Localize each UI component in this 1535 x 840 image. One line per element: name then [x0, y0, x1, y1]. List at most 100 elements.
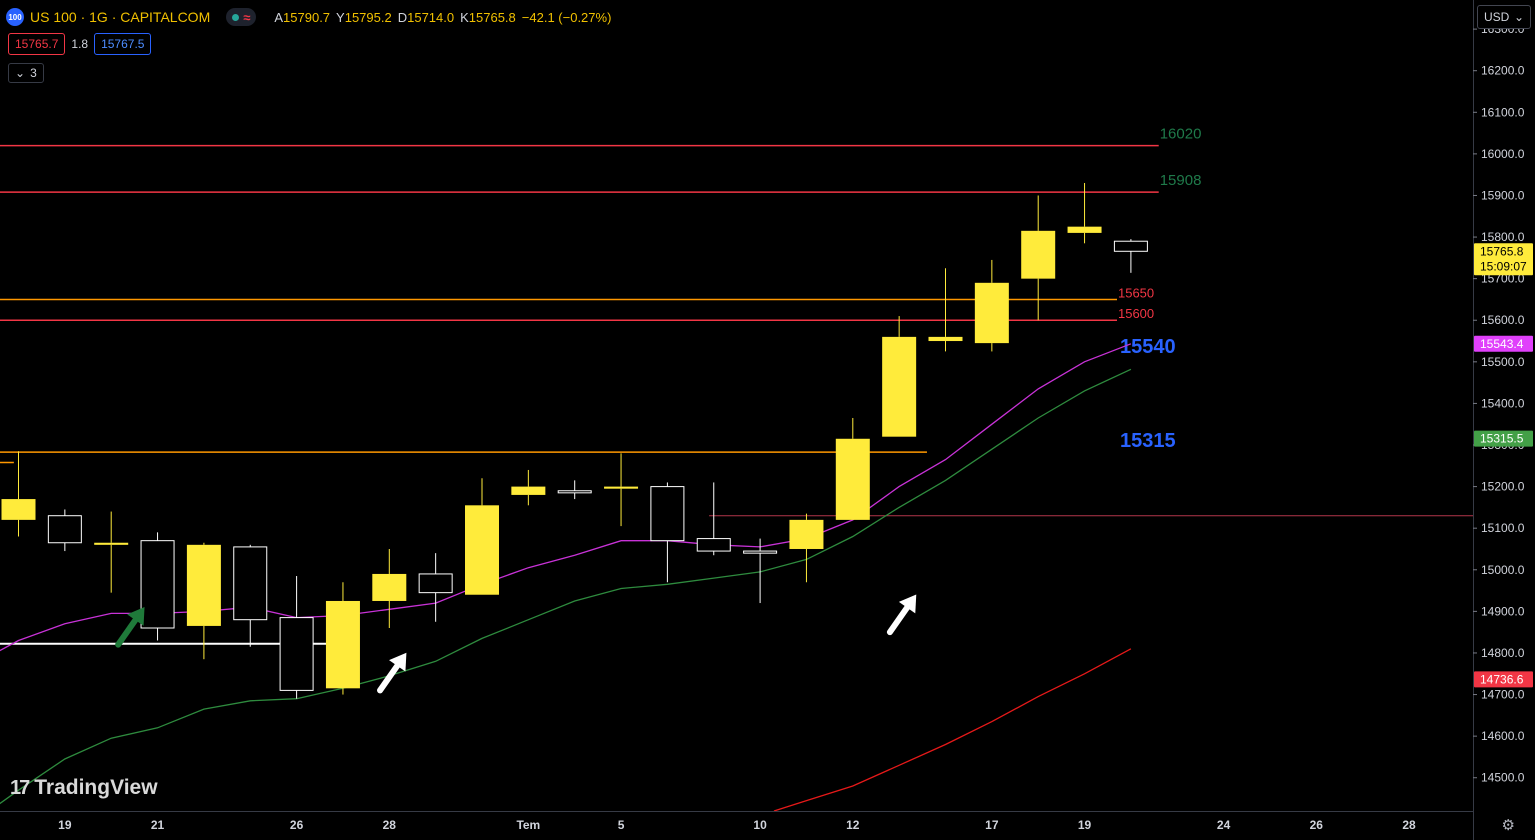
time-tick-label: 19: [1078, 818, 1092, 832]
time-tick-label: 17: [985, 818, 999, 832]
sell-button[interactable]: 15765.7: [8, 33, 66, 55]
spread-value: 1.8: [71, 37, 89, 51]
price-badge: 15315.5: [1474, 430, 1533, 447]
price-tick-label: 14800.0: [1481, 646, 1525, 660]
time-tick-label: 5: [618, 818, 625, 832]
arrow-icon: [377, 652, 407, 694]
candle-body: [1021, 230, 1056, 279]
price-badge-label: 15765.8: [1480, 244, 1524, 258]
data-delay-icon: ≈: [243, 9, 251, 25]
candle: [882, 316, 917, 437]
price-tick-label: 15000.0: [1481, 563, 1525, 577]
time-tick-label: 21: [151, 818, 165, 832]
candle: [928, 268, 963, 352]
candle-body: [1067, 226, 1102, 233]
low-label: D: [397, 9, 408, 25]
price-badge-label: 14736.6: [1480, 672, 1524, 686]
candle: [465, 478, 499, 595]
candle: [1113, 239, 1148, 273]
candle-body: [325, 600, 360, 689]
bid-ask: 15765.7 1.8 15767.5: [8, 33, 152, 55]
time-axis[interactable]: 19 21 26 28 Tem 5 10 12 17 19 24 26 28: [0, 811, 1473, 840]
price-tick-label: 15500.0: [1481, 355, 1525, 369]
candle-body: [557, 490, 592, 494]
candle: [279, 576, 314, 699]
candle-body: [650, 486, 685, 542]
candle: [1021, 195, 1056, 321]
candle: [650, 482, 685, 583]
tradingview-logo[interactable]: 17 TradingView: [10, 776, 158, 800]
symbol-title[interactable]: US 100 · 1G · CAPITALCOM: [30, 9, 211, 25]
candle: [372, 548, 407, 629]
candle-body: [882, 336, 917, 437]
time-tick-label: 28: [383, 818, 397, 832]
change-value: −42.1 (−0.27%): [521, 9, 612, 25]
price-tick-label: 15900.0: [1481, 188, 1525, 202]
close-value: 15765.8: [468, 9, 516, 25]
price-tick-label: 16100.0: [1481, 105, 1525, 119]
currency-select[interactable]: USD ⌄: [1477, 5, 1531, 29]
candle: [696, 482, 731, 556]
time-tick-label: Tem: [516, 818, 540, 832]
tradingview-logo-icon: 17: [10, 776, 30, 799]
price-badge-bg: [1474, 430, 1533, 447]
candle-body: [835, 438, 870, 520]
candle: [186, 542, 221, 660]
arrow-shaft: [886, 602, 912, 636]
currency-value: USD: [1484, 10, 1510, 24]
level-label: 15908: [1160, 172, 1202, 189]
price-tick-label: 15100.0: [1481, 521, 1525, 535]
candle: [743, 538, 778, 604]
candle: [94, 511, 129, 593]
price-tick-label: 15400.0: [1481, 396, 1525, 410]
level-label: 15600: [1118, 306, 1154, 321]
candle: [557, 480, 592, 500]
candle: [233, 544, 268, 647]
countdown-label: 15:09:07: [1480, 259, 1527, 273]
candlesticks: [1, 182, 1148, 699]
candle: [1067, 182, 1102, 244]
candle-body: [928, 336, 963, 342]
time-tick-label: 28: [1402, 818, 1416, 832]
price-tick-label: 14600.0: [1481, 729, 1525, 743]
market-open-icon: [232, 13, 240, 21]
candle-body: [743, 550, 778, 554]
price-badge-bg: [1474, 335, 1533, 352]
level-label: 15650: [1118, 285, 1154, 300]
market-status[interactable]: ≈: [226, 8, 257, 26]
horizontal-levels: 16020 15908 15650 15600 15540 15315: [0, 126, 1473, 645]
time-tick-label: 24: [1217, 818, 1231, 832]
gear-icon[interactable]: ⚙: [1501, 817, 1515, 834]
price-badge: 14736.6: [1474, 671, 1533, 688]
arrow-shaft: [377, 661, 402, 694]
close-label: K: [460, 9, 469, 25]
high-label: Y: [336, 9, 345, 25]
level-label: 15315: [1120, 430, 1176, 452]
buy-button[interactable]: 15767.5: [94, 33, 152, 55]
price-axis[interactable]: 14500.0 14600.0 14700.0 14800.0 14900.0 15000…: [1473, 0, 1535, 840]
price-tick-label: 16000.0: [1481, 147, 1525, 161]
open-value: 15790.7: [283, 9, 331, 25]
arrow-head: [127, 606, 145, 626]
indicators-toggle-button[interactable]: ⌄ 3: [8, 63, 44, 83]
arrow-head: [898, 594, 917, 614]
level-label: 15540: [1120, 336, 1176, 358]
candle-body: [511, 486, 546, 495]
arrow-icon: [886, 594, 917, 636]
candle-body: [140, 540, 175, 629]
candle-body: [1, 499, 36, 520]
price-badge: 15543.4: [1474, 335, 1533, 352]
logo-text: TradingView: [34, 776, 158, 799]
candle: [418, 553, 453, 622]
chart-header: 100 US 100 · 1G · CAPITALCOM ≈ A15790.7 …: [6, 6, 611, 28]
candle-body: [94, 542, 129, 545]
price-tick-label: 14700.0: [1481, 688, 1525, 702]
price-badge-bg: [1474, 243, 1533, 276]
high-value: 15795.2: [344, 9, 392, 25]
price-tick-label: 15200.0: [1481, 480, 1525, 494]
arrow-icon: [115, 606, 145, 648]
chevron-down-icon: ⌄: [15, 66, 26, 80]
price-badge: 15765.815:09:07: [1474, 243, 1533, 276]
candle-body: [465, 505, 499, 595]
